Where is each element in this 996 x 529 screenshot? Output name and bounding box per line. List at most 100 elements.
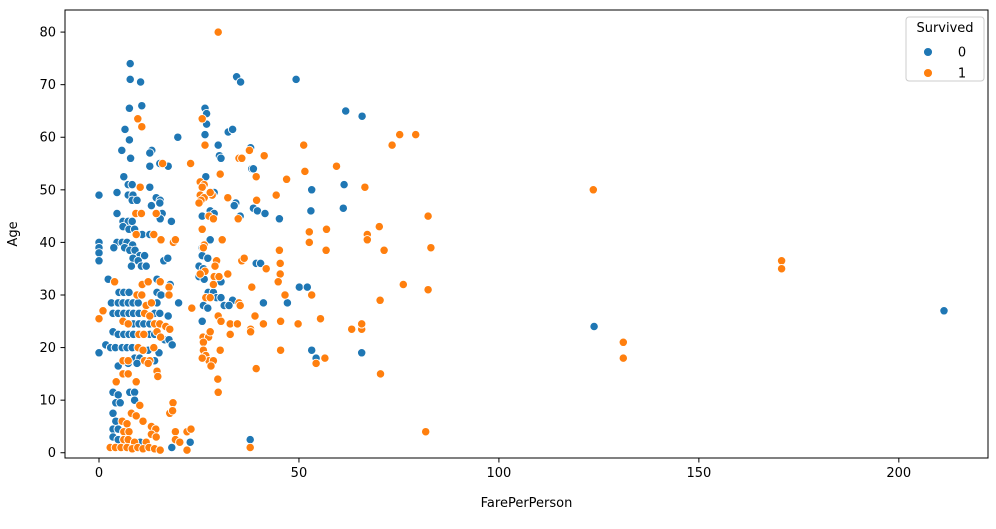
- data-point: [119, 172, 129, 182]
- data-point: [252, 206, 263, 216]
- data-point: [203, 303, 213, 313]
- data-point: [200, 140, 210, 150]
- data-point: [245, 327, 256, 337]
- data-point: [304, 227, 314, 237]
- data-point: [215, 345, 225, 355]
- data-point: [275, 269, 285, 279]
- data-point: [227, 124, 238, 135]
- data-point: [163, 253, 173, 263]
- data-point: [426, 243, 436, 253]
- data-point: [135, 77, 146, 87]
- data-point: [136, 208, 147, 219]
- data-point: [247, 282, 257, 292]
- data-point: [411, 129, 421, 140]
- data-point: [173, 132, 183, 142]
- data-point: [125, 74, 135, 85]
- data-point: [132, 358, 142, 369]
- data-point: [311, 358, 321, 369]
- data-point: [137, 101, 147, 111]
- data-point: [302, 282, 312, 292]
- data-point: [273, 277, 283, 287]
- data-point: [939, 306, 949, 316]
- data-point: [125, 153, 136, 163]
- data-point: [357, 348, 367, 358]
- data-point: [197, 114, 207, 124]
- data-point: [156, 235, 166, 245]
- data-point: [145, 311, 155, 321]
- data-point: [225, 329, 235, 340]
- data-point: [195, 269, 205, 279]
- data-point: [776, 264, 787, 274]
- data-point: [151, 208, 161, 219]
- data-point: [307, 185, 317, 195]
- data-point: [255, 258, 266, 269]
- data-point: [94, 314, 104, 324]
- data-point: [198, 243, 209, 253]
- data-point: [205, 187, 215, 198]
- data-point: [137, 290, 147, 300]
- data-point: [155, 332, 166, 342]
- data-point: [112, 208, 122, 219]
- data-point: [124, 427, 134, 437]
- data-point: [347, 324, 357, 334]
- data-point: [423, 285, 433, 295]
- data-point: [185, 437, 195, 447]
- data-point: [223, 193, 233, 203]
- data-point: [135, 182, 145, 192]
- data-point: [131, 411, 141, 421]
- data-point: [187, 303, 197, 313]
- x-tick-label: 200: [886, 466, 911, 481]
- data-point: [213, 140, 223, 150]
- data-point: [280, 290, 290, 300]
- data-point: [109, 277, 120, 287]
- data-point: [139, 329, 149, 340]
- data-point: [251, 172, 261, 182]
- data-point: [260, 208, 270, 219]
- data-point: [375, 295, 385, 305]
- data-point: [275, 316, 286, 326]
- data-point: [275, 345, 286, 355]
- data-point: [395, 129, 405, 140]
- series-0: [94, 58, 949, 453]
- data-point: [776, 256, 787, 266]
- data-point: [216, 292, 226, 303]
- data-point: [282, 298, 293, 308]
- data-point: [197, 316, 207, 326]
- data-point: [129, 387, 140, 397]
- data-point: [299, 140, 309, 150]
- data-point: [123, 369, 133, 379]
- data-point: [357, 319, 367, 329]
- data-point: [185, 158, 196, 169]
- data-point: [205, 292, 215, 303]
- data-point: [167, 406, 178, 416]
- data-point: [94, 248, 104, 258]
- data-point: [133, 298, 143, 308]
- data-point: [271, 190, 281, 200]
- data-point: [618, 353, 628, 363]
- x-axis-label: FarePerPerson: [481, 496, 573, 511]
- data-point: [618, 337, 628, 347]
- x-tick-label: 100: [486, 466, 511, 481]
- data-point: [141, 261, 151, 271]
- data-point: [117, 145, 127, 156]
- y-tick-label: 40: [39, 236, 56, 251]
- data-point: [175, 437, 185, 447]
- data-point: [155, 308, 165, 319]
- data-point: [182, 445, 192, 455]
- data-point: [197, 353, 207, 363]
- data-point: [113, 390, 123, 400]
- data-point: [126, 261, 137, 271]
- data-point: [146, 200, 157, 211]
- data-point: [274, 214, 285, 224]
- y-tick-label: 80: [39, 26, 56, 41]
- y-tick-label: 30: [39, 288, 56, 303]
- data-point: [589, 321, 599, 332]
- data-point: [248, 164, 259, 174]
- data-point: [166, 216, 177, 227]
- data-point: [251, 363, 261, 374]
- data-point: [291, 74, 301, 85]
- data-point: [229, 200, 239, 211]
- data-point: [164, 290, 174, 300]
- data-point: [360, 182, 370, 192]
